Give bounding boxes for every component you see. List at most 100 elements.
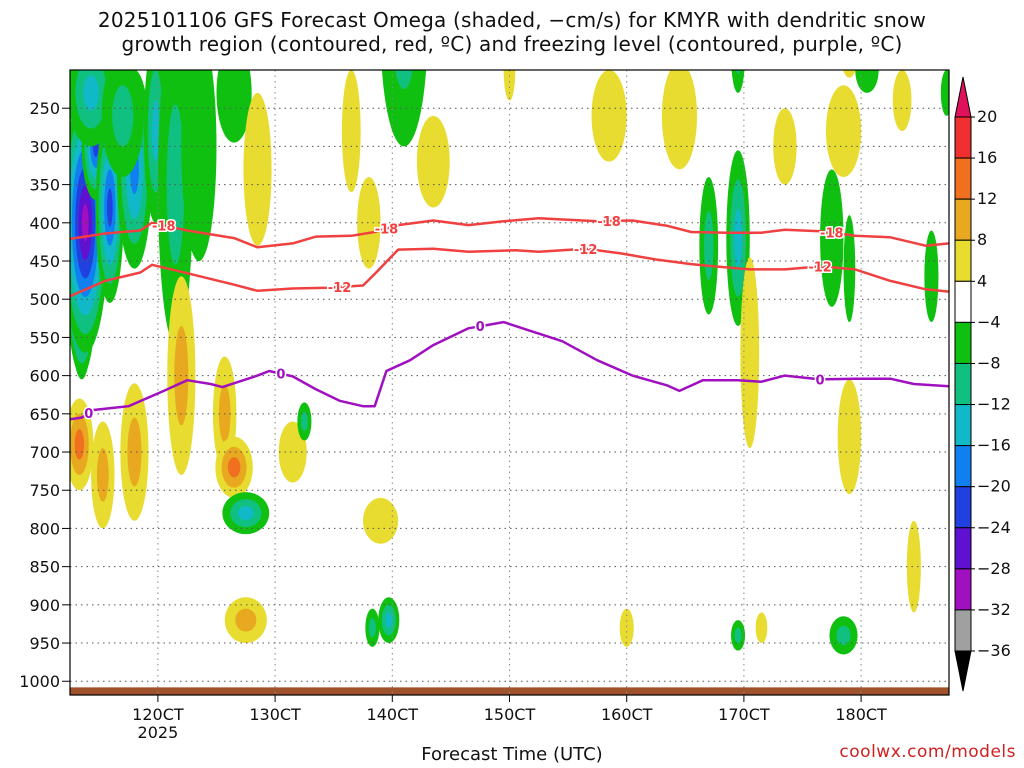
omega-level <box>773 108 797 185</box>
colorbar-label: −12 <box>977 395 1011 414</box>
omega-cell <box>773 108 797 185</box>
contour-label: -12 <box>574 243 598 258</box>
omega-level <box>940 70 949 116</box>
omega-level <box>661 70 698 170</box>
omega-level <box>842 1 858 62</box>
colorbar-label: −24 <box>977 518 1011 537</box>
contour-label: 0 <box>816 373 825 388</box>
ground-fill <box>70 687 949 695</box>
y-tick-label: 900 <box>29 596 60 615</box>
x-tick-label: 140CT <box>367 705 419 724</box>
omega-cell <box>755 612 768 644</box>
colorbar-bin <box>954 527 972 570</box>
contour-label: -18 <box>375 223 399 238</box>
y-tick-label: 650 <box>29 405 60 424</box>
contour-label: -12 <box>328 281 352 296</box>
omega-cell <box>591 70 627 162</box>
omega-level <box>734 208 742 268</box>
x-tick-label: 130CT <box>249 705 301 724</box>
omega-cell <box>297 402 312 441</box>
colorbar-bin <box>954 198 972 241</box>
ground-layer <box>70 687 949 695</box>
colorbar: 20 16 12 8 4 −4 −8 −12 −16 −20 −24 −28 −32 −36 <box>954 76 1011 692</box>
omega-cell <box>820 169 844 307</box>
colorbar-bin <box>954 445 972 488</box>
contour-label: 0 <box>276 368 285 383</box>
omega-cell <box>940 70 949 116</box>
omega-level <box>357 176 381 269</box>
chart-title-line1: 2025101106 GFS Forecast Omega (shaded, −… <box>97 8 927 32</box>
colorbar-label: 8 <box>977 230 987 249</box>
colorbar-label: −28 <box>977 559 1011 578</box>
omega-level <box>216 70 252 143</box>
y-tick-label: 750 <box>29 481 60 500</box>
y-tick-label: 600 <box>29 367 60 386</box>
omega-cell <box>837 379 862 495</box>
colorbar-bin <box>954 280 972 323</box>
contour-label: -18 <box>820 227 844 242</box>
omega-cell <box>341 70 361 193</box>
colorbar-label: 16 <box>977 148 997 167</box>
colorbar-label: 12 <box>977 189 997 208</box>
omega-cell <box>357 176 381 269</box>
omega-cell <box>91 421 115 529</box>
colorbar-bin <box>954 568 972 611</box>
omega-level <box>395 70 413 90</box>
omega-level <box>243 92 272 246</box>
omega-level <box>591 70 627 162</box>
omega-cell <box>378 597 400 644</box>
plot-area: -18 -18 -18 -18 -12 -12 -12 0 0 0 0 <box>69 1 950 696</box>
omega-level <box>341 70 361 193</box>
colorbar-bin <box>954 239 972 282</box>
omega-level <box>237 506 254 521</box>
omega-cell <box>101 70 144 177</box>
omega-level <box>385 612 393 628</box>
y-tick-label: 450 <box>29 252 60 271</box>
omega-level <box>836 625 851 645</box>
omega-level <box>227 457 241 478</box>
omega-cell <box>699 176 719 315</box>
x-tick-label: 120CT <box>132 705 184 724</box>
colorbar-bin <box>954 486 972 529</box>
y-tick-label: 700 <box>29 443 60 462</box>
x-tick-label: 150CT <box>484 705 536 724</box>
contour-label: 0 <box>476 320 485 335</box>
y-tick-label: 950 <box>29 634 60 653</box>
y-axis: 250 300 350 400 450 500 550 600 650 700 750 800 850 9… <box>19 99 70 691</box>
omega-level <box>368 618 376 638</box>
colorbar-bin <box>954 116 972 159</box>
colorbar-bin <box>954 157 972 200</box>
omega-level <box>731 70 745 93</box>
omega-cell <box>365 608 380 647</box>
y-tick-label: 350 <box>29 176 60 195</box>
colorbar-bin <box>954 404 972 447</box>
credit-text: coolwx.com/models <box>839 742 1016 762</box>
omega-cell <box>216 70 252 143</box>
omega-cell <box>825 85 862 177</box>
y-tick-label: 1000 <box>19 672 60 691</box>
omega-level <box>112 85 134 147</box>
omega-level <box>278 421 307 483</box>
omega-cell <box>181 70 217 261</box>
x-tick-label: 160CT <box>601 705 653 724</box>
colorbar-bin <box>954 362 972 406</box>
colorbar-label: −36 <box>977 641 1011 660</box>
colorbar-bin <box>954 609 972 652</box>
omega-level <box>837 379 862 495</box>
y-tick-label: 250 <box>29 99 60 118</box>
y-tick-label: 550 <box>29 328 60 347</box>
y-tick-label: 800 <box>29 519 60 538</box>
colorbar-label: −4 <box>977 312 1001 331</box>
omega-level <box>825 85 862 177</box>
x-axis-label: Forecast Time (UTC) <box>421 744 603 765</box>
omega-cell <box>70 398 94 491</box>
x-tick-sublabel: 2025 <box>138 723 179 742</box>
contour-dgz-18 <box>70 216 949 249</box>
contour-label: 0 <box>84 407 93 422</box>
x-tick-label: 180CT <box>835 705 887 724</box>
y-tick-label: 500 <box>29 290 60 309</box>
omega-cell <box>740 257 760 449</box>
colorbar-top-arrow <box>954 76 972 118</box>
omega-level <box>906 520 921 613</box>
